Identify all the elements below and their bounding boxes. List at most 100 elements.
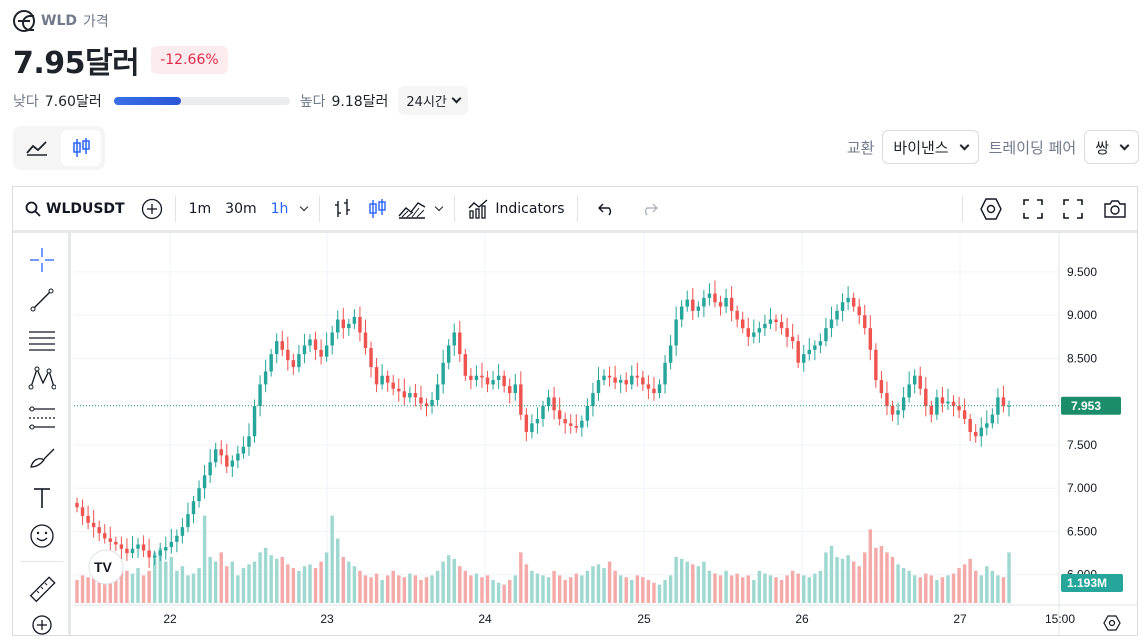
- candle-body: [485, 377, 490, 385]
- bars-style-button[interactable]: [326, 186, 360, 232]
- emoji-tool[interactable]: [27, 521, 57, 551]
- x-tick-label: 23: [320, 612, 334, 626]
- volume-bar: [469, 575, 473, 603]
- volume-bar: [397, 575, 401, 603]
- worldcoin-logo-icon: [13, 10, 35, 32]
- volume-bar: [435, 570, 440, 603]
- candle-view-button[interactable]: [61, 130, 101, 166]
- candle-body: [175, 535, 179, 542]
- settings-button[interactable]: [969, 186, 1013, 232]
- candles-style-button[interactable]: [360, 186, 394, 232]
- candle-body: [796, 341, 800, 363]
- volume-bar: [97, 575, 101, 603]
- chart-plot-area[interactable]: 9.5009.0008.5008.0007.5007.0006.5006.000…: [74, 233, 1137, 635]
- volume-label: 1.193M: [1067, 576, 1107, 590]
- volume-bar: [225, 566, 229, 603]
- interval-1m[interactable]: 1m: [188, 200, 212, 217]
- volume-bar: [868, 529, 873, 603]
- zoom-in-tool[interactable]: [27, 615, 57, 635]
- snapshot-button[interactable]: [1093, 186, 1137, 232]
- line-view-button[interactable]: [17, 130, 57, 166]
- volume-bar: [541, 575, 545, 603]
- volume-bar: [946, 575, 950, 603]
- interval-1h[interactable]: 1h: [270, 200, 289, 217]
- candle-body: [269, 354, 273, 372]
- tradingview-logo-icon-text: TV: [94, 559, 113, 575]
- x-tick-label: 24: [478, 612, 492, 626]
- volume-bar: [585, 570, 590, 603]
- coin-symbol: WLD: [41, 13, 77, 29]
- redo-button[interactable]: [630, 186, 668, 232]
- candlestick-icon: [369, 198, 387, 218]
- indicators-button[interactable]: Indicators: [461, 186, 570, 232]
- brush-tool[interactable]: [27, 443, 57, 473]
- crosshair-tool[interactable]: [27, 245, 57, 275]
- volume-bar: [641, 577, 645, 603]
- volume-bar: [446, 555, 451, 603]
- volume-bar: [691, 564, 695, 603]
- trend-line-tool[interactable]: [27, 285, 57, 315]
- symbol-search-button[interactable]: WLDUSDT: [25, 186, 125, 232]
- period-select[interactable]: 24시간: [398, 86, 468, 115]
- forecast-icon: [29, 406, 55, 430]
- candle-body: [408, 393, 412, 398]
- prediction-tool[interactable]: [27, 403, 57, 433]
- candle-body: [319, 349, 323, 357]
- volume-bar: [685, 561, 689, 603]
- price-row: 7.95달러 -12.66%: [13, 38, 228, 82]
- fullscreen-button[interactable]: [1013, 186, 1053, 232]
- volume-bar: [485, 575, 490, 603]
- candle-body: [496, 375, 501, 381]
- undo-icon: [597, 203, 611, 215]
- exchange-select[interactable]: 바이낸스: [882, 130, 979, 164]
- expand-button[interactable]: [1053, 186, 1093, 232]
- pattern-tool[interactable]: [27, 363, 57, 393]
- volume-bar: [546, 577, 551, 603]
- candle-body: [430, 399, 434, 407]
- candle-body: [657, 384, 662, 394]
- pattern-icon: [28, 366, 56, 390]
- smiley-icon: [30, 524, 54, 548]
- volume-bar: [164, 561, 168, 603]
- area-style-button[interactable]: [394, 186, 430, 232]
- interval-30m[interactable]: 30m: [225, 200, 257, 217]
- measure-tool[interactable]: [27, 575, 57, 605]
- volume-bar: [352, 566, 357, 603]
- candle-body: [458, 332, 462, 355]
- volume-bar: [857, 566, 861, 603]
- chevron-down-icon: [959, 140, 970, 150]
- volume-bar: [557, 575, 562, 603]
- candlestick-chart[interactable]: 9.5009.0008.5008.0007.5007.0006.5006.000…: [74, 233, 1137, 635]
- high-label: 높다: [299, 93, 326, 110]
- volume-bar: [496, 582, 501, 603]
- candle-body: [397, 388, 401, 392]
- pair-select[interactable]: 쌍: [1084, 130, 1139, 164]
- candle-body: [336, 319, 340, 333]
- compare-symbol-button[interactable]: [141, 186, 163, 232]
- candle-body: [302, 345, 307, 355]
- chart-type-dropdown[interactable]: [430, 186, 448, 232]
- range-row: 낮다 7.60달러 높다 9.18달러 24시간: [13, 86, 468, 115]
- toolbar-divider: [174, 195, 176, 222]
- volume-bar: [380, 580, 384, 603]
- candle-body: [230, 460, 235, 467]
- volume-bar: [369, 577, 373, 603]
- tradingview-logo-icon: [88, 549, 124, 585]
- undo-button[interactable]: [584, 186, 630, 232]
- volume-bar: [813, 573, 817, 603]
- volume-bar: [530, 570, 534, 603]
- fib-tool[interactable]: [27, 325, 57, 355]
- candle-body: [202, 475, 207, 489]
- text-tool[interactable]: [27, 483, 57, 513]
- candle-body: [291, 360, 296, 368]
- volume-bar: [802, 575, 806, 603]
- candle-body: [247, 436, 251, 447]
- interval-dropdown[interactable]: [295, 186, 313, 232]
- candle-body: [241, 446, 246, 454]
- exchange-label: 교환: [846, 138, 875, 157]
- candle-body: [957, 406, 961, 411]
- candle-body: [502, 375, 506, 387]
- candle-body: [324, 345, 329, 357]
- x-tick-label: 26: [795, 612, 809, 626]
- candle-body: [763, 323, 767, 329]
